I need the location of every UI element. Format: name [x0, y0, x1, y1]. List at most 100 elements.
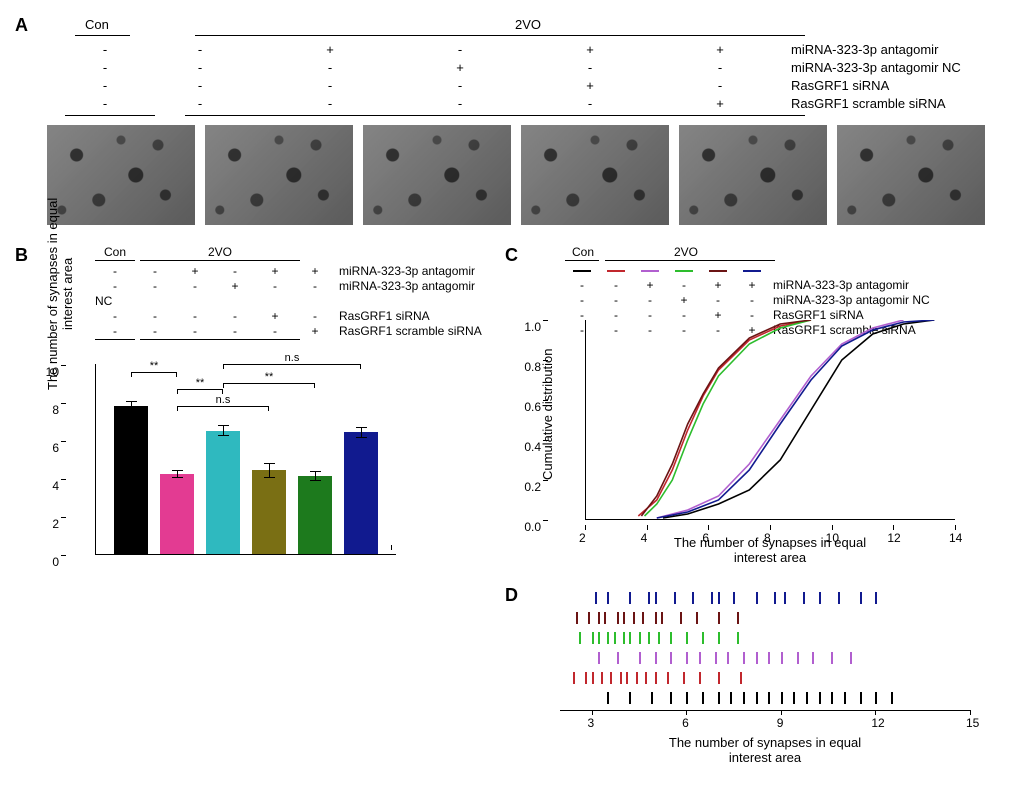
b-ylabel-text: The number of synapses in equal interest…: [45, 198, 75, 390]
raster-tick: [797, 652, 799, 664]
raster-tick: [623, 612, 625, 624]
em-image: [205, 125, 353, 225]
b-legend-row: ----+-RasGRF1 siRNA: [95, 309, 485, 324]
c-plot-area: [585, 320, 955, 520]
treatment-cell: -: [395, 95, 525, 113]
raster-tick: [699, 652, 701, 664]
raster-tick: [730, 692, 732, 704]
bar: [114, 364, 148, 554]
raster-tick: [670, 632, 672, 644]
sig-bracket: n.s: [223, 352, 361, 364]
raster-tick: [670, 652, 672, 664]
em-image: [837, 125, 985, 225]
treatment-cell: -: [655, 77, 785, 95]
raster-tick: [875, 592, 877, 604]
em-image: [521, 125, 669, 225]
raster-tick: [727, 652, 729, 664]
panel-b: B Con2VO --+-++miRNA-323-3p antagomir---…: [15, 245, 485, 575]
raster-tick: [642, 612, 644, 624]
b-xtick: [391, 545, 393, 550]
treatment-cell: -: [265, 95, 395, 113]
raster-tick: [670, 692, 672, 704]
treatment-row: ---+--miRNA-323-3p antagomir NC: [75, 59, 961, 77]
treatment-cell: +: [655, 41, 785, 59]
panel-c: C Con2VO --+-++miRNA-323-3p antagomir---…: [505, 245, 1015, 575]
raster-tick: [774, 592, 776, 604]
raster-tick: [803, 592, 805, 604]
raster-tick: [718, 612, 720, 624]
raster-tick: [645, 672, 647, 684]
raster-tick: [639, 632, 641, 644]
raster-row: [560, 650, 970, 670]
raster-tick: [651, 692, 653, 704]
raster-tick: [592, 632, 594, 644]
raster-tick: [579, 632, 581, 644]
treatment-cell: -: [135, 41, 265, 59]
raster-tick: [793, 692, 795, 704]
raster-tick: [680, 612, 682, 624]
raster-tick: [655, 592, 657, 604]
raster-tick: [737, 612, 739, 624]
panel-d-label: D: [505, 585, 518, 606]
raster-tick: [658, 632, 660, 644]
d-plot-area: [560, 590, 970, 711]
bar: [298, 364, 332, 554]
panel-b-label: B: [15, 245, 28, 266]
raster-tick: [718, 692, 720, 704]
raster-tick: [718, 632, 720, 644]
treatment-cell: -: [75, 59, 135, 77]
treatment-cell: -: [655, 59, 785, 77]
raster-tick: [850, 652, 852, 664]
raster-tick: [819, 692, 821, 704]
raster-tick: [601, 672, 603, 684]
em-image: [679, 125, 827, 225]
cdf-line: [657, 320, 904, 518]
raster-tick: [718, 592, 720, 604]
raster-row: [560, 590, 970, 610]
treatment-cell: +: [265, 41, 395, 59]
em-image: [363, 125, 511, 225]
b-legend-row: --+-++miRNA-323-3p antagomir: [95, 264, 485, 279]
raster-tick: [838, 592, 840, 604]
group-label-2vo: 2VO: [515, 17, 541, 32]
raster-tick: [598, 632, 600, 644]
raster-tick: [743, 652, 745, 664]
raster-tick: [629, 632, 631, 644]
treatment-cell: +: [525, 41, 655, 59]
raster-tick: [819, 592, 821, 604]
panel-b-legend: Con2VO --+-++miRNA-323-3p antagomir---+-…: [95, 245, 485, 343]
raster-tick: [667, 672, 669, 684]
treatment-label: RasGRF1 scramble siRNA: [785, 95, 946, 113]
panel-c-label: C: [505, 245, 518, 266]
b-legend-row: ---+--miRNA-323-3p antagomir NC: [95, 279, 485, 309]
treatment-row: ----+-RasGRF1 siRNA: [75, 77, 961, 95]
raster-tick: [648, 632, 650, 644]
panel-a-label: A: [15, 15, 28, 36]
raster-tick: [626, 672, 628, 684]
c-svg: [626, 320, 996, 520]
treatment-cell: -: [265, 77, 395, 95]
a-underline-1: [65, 115, 155, 116]
raster-tick: [607, 592, 609, 604]
raster-tick: [598, 652, 600, 664]
raster-tick: [607, 692, 609, 704]
raster-tick: [812, 652, 814, 664]
cdf-line: [657, 320, 935, 518]
raster-tick: [674, 592, 676, 604]
raster-tick: [576, 612, 578, 624]
raster-tick: [756, 652, 758, 664]
raster-tick: [718, 672, 720, 684]
treatment-row: -----+RasGRF1 scramble siRNA: [75, 95, 961, 113]
raster-tick: [623, 632, 625, 644]
raster-tick: [592, 672, 594, 684]
raster-tick: [740, 672, 742, 684]
raster-tick: [715, 652, 717, 664]
raster-tick: [711, 592, 713, 604]
sig-bracket: n.s: [177, 394, 269, 406]
treatment-label: miRNA-323-3p antagomir: [785, 41, 938, 59]
panel-a-images: [47, 125, 985, 225]
panel-c-chart: Cumulative distribution The number of sy…: [545, 320, 965, 565]
cdf-line: [663, 320, 934, 518]
b-ylabel: The number of synapses in equal interest…: [45, 198, 75, 390]
raster-tick: [781, 652, 783, 664]
